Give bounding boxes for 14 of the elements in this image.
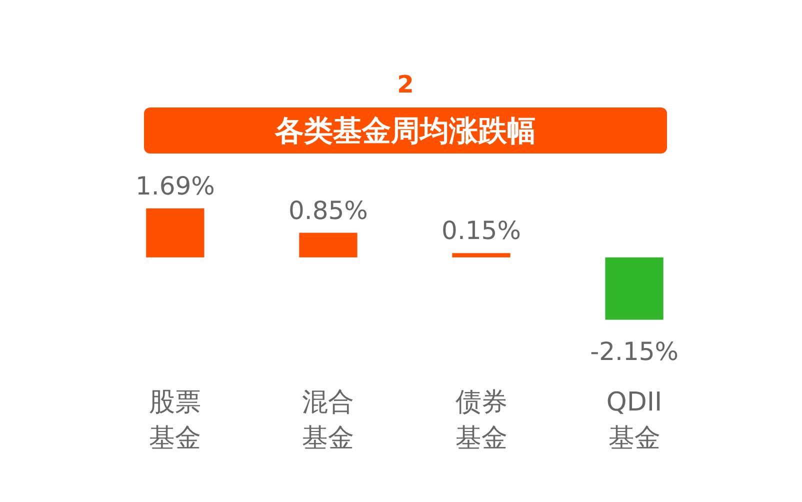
x-tick-label: 债券基金 [455,388,508,454]
x-tick-label: QDII基金 [606,388,662,454]
bar [605,257,664,320]
x-tick-label: 混合基金 [302,388,354,454]
bar [299,232,358,258]
bar [146,208,204,258]
data-label: 0.15% [442,216,521,246]
x-tick-label: 股票基金 [149,388,202,454]
chart-title: 各类基金周均涨跌幅 [274,114,536,148]
data-label: -2.15% [590,336,679,366]
text: 2 [397,70,414,98]
data-label: 1.69% [135,171,215,200]
data-label: 0.85% [288,196,368,225]
bar [452,253,510,258]
